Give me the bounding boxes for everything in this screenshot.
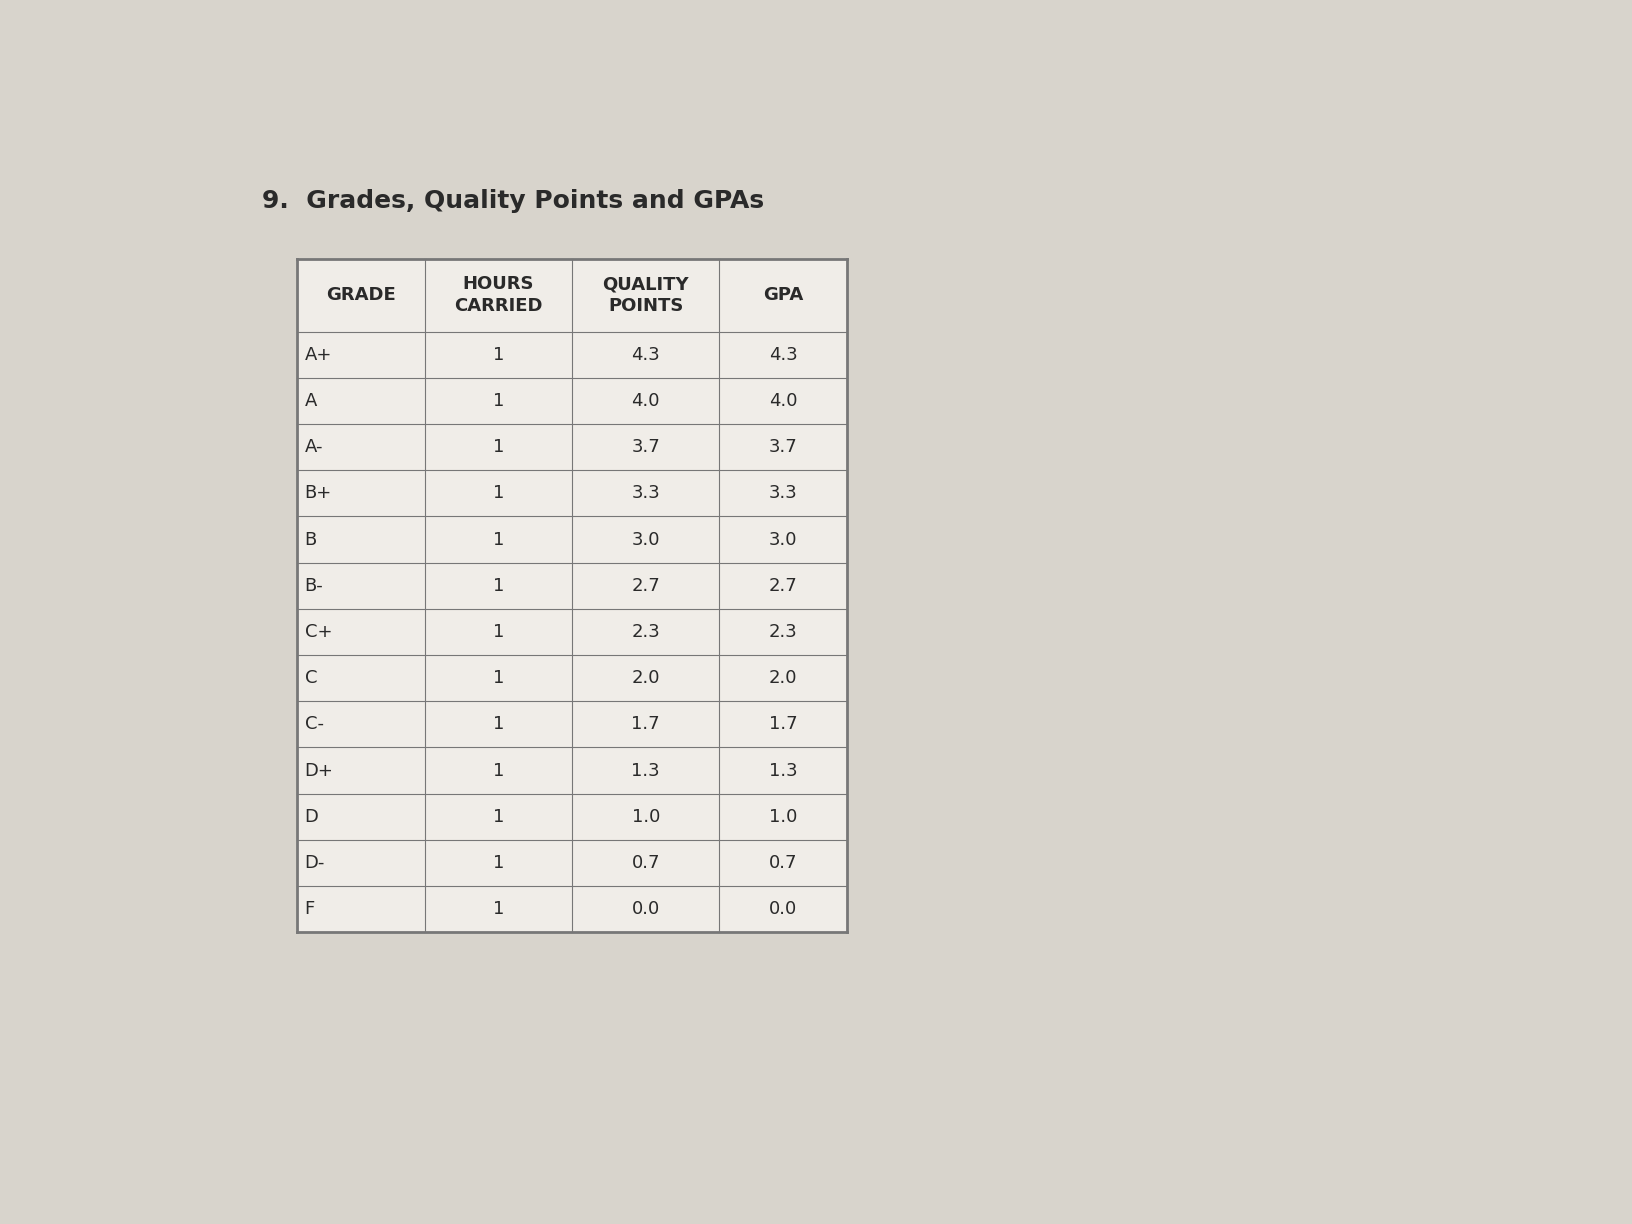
- Text: B+: B+: [305, 485, 331, 502]
- Text: 2.3: 2.3: [632, 623, 659, 641]
- Text: A: A: [305, 392, 317, 410]
- Text: 1: 1: [493, 345, 504, 364]
- Text: 0.0: 0.0: [632, 900, 659, 918]
- Text: 3.0: 3.0: [769, 530, 798, 548]
- Text: D: D: [305, 808, 318, 826]
- Text: A+: A+: [305, 345, 333, 364]
- Text: 1: 1: [493, 485, 504, 502]
- Text: 1: 1: [493, 392, 504, 410]
- Text: 1: 1: [493, 670, 504, 687]
- Text: 3.3: 3.3: [769, 485, 798, 502]
- Text: 3.7: 3.7: [632, 438, 659, 457]
- Text: 3.0: 3.0: [632, 530, 659, 548]
- Text: 0.7: 0.7: [769, 854, 798, 871]
- Text: 1: 1: [493, 530, 504, 548]
- Text: 2.3: 2.3: [769, 623, 798, 641]
- Text: 1: 1: [493, 761, 504, 780]
- Text: 1: 1: [493, 808, 504, 826]
- Text: 1: 1: [493, 438, 504, 457]
- Text: 1: 1: [493, 623, 504, 641]
- Text: F: F: [305, 900, 315, 918]
- Text: GPA: GPA: [764, 286, 803, 304]
- Text: 0.7: 0.7: [632, 854, 659, 871]
- Text: 2.7: 2.7: [769, 577, 798, 595]
- Text: 3.3: 3.3: [632, 485, 659, 502]
- Text: B-: B-: [305, 577, 323, 595]
- Text: 1: 1: [493, 715, 504, 733]
- Text: 0.0: 0.0: [769, 900, 798, 918]
- Text: 2.7: 2.7: [632, 577, 659, 595]
- Text: 4.0: 4.0: [632, 392, 659, 410]
- Text: HOURS
CARRIED: HOURS CARRIED: [454, 275, 543, 316]
- Text: 3.7: 3.7: [769, 438, 798, 457]
- Text: 1.7: 1.7: [769, 715, 798, 733]
- Bar: [297, 258, 847, 933]
- Text: 1.7: 1.7: [632, 715, 659, 733]
- Text: 2.0: 2.0: [632, 670, 659, 687]
- Text: 4.0: 4.0: [769, 392, 798, 410]
- Text: 1.0: 1.0: [769, 808, 798, 826]
- Text: B: B: [305, 530, 317, 548]
- Text: 1.3: 1.3: [769, 761, 798, 780]
- Text: 4.3: 4.3: [769, 345, 798, 364]
- Text: C-: C-: [305, 715, 323, 733]
- Text: 1.0: 1.0: [632, 808, 659, 826]
- Text: 2.0: 2.0: [769, 670, 798, 687]
- Text: C: C: [305, 670, 317, 687]
- Text: GRADE: GRADE: [326, 286, 397, 304]
- Text: 1: 1: [493, 577, 504, 595]
- Text: 1: 1: [493, 900, 504, 918]
- Text: 4.3: 4.3: [632, 345, 659, 364]
- Text: D-: D-: [305, 854, 325, 871]
- Text: A-: A-: [305, 438, 323, 457]
- Text: 1: 1: [493, 854, 504, 871]
- Text: C+: C+: [305, 623, 333, 641]
- Text: 9.  Grades, Quality Points and GPAs: 9. Grades, Quality Points and GPAs: [263, 190, 764, 213]
- Text: D+: D+: [305, 761, 333, 780]
- Text: QUALITY
POINTS: QUALITY POINTS: [602, 275, 689, 316]
- Text: 1.3: 1.3: [632, 761, 659, 780]
